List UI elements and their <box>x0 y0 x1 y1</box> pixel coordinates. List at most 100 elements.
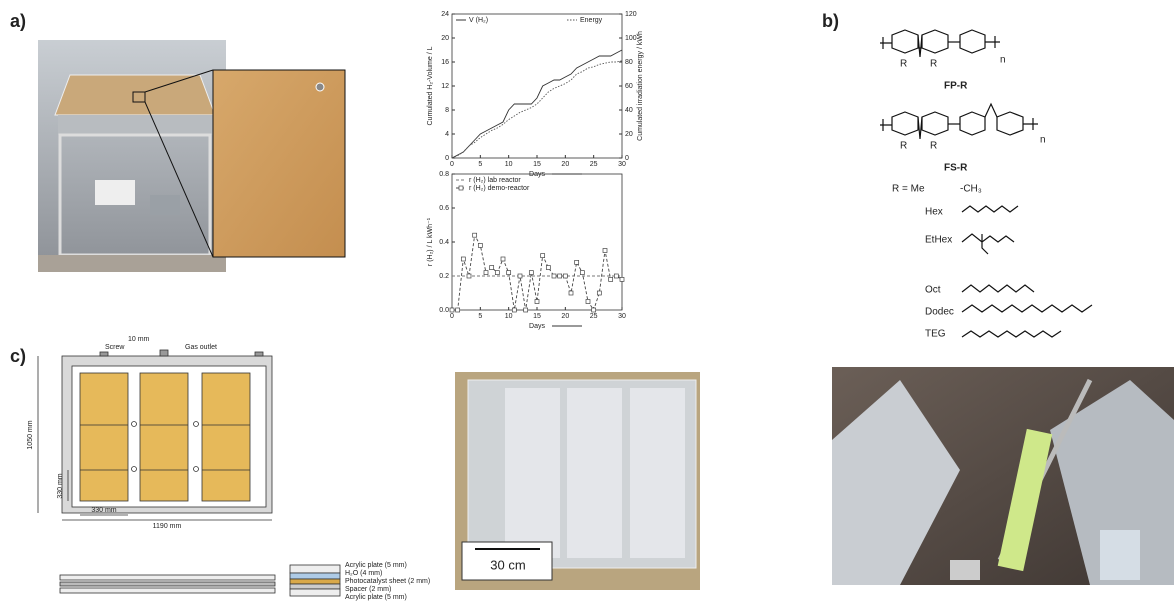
r-label: R = Me <box>892 184 925 195</box>
y-tick-label: 0.6 <box>439 205 449 212</box>
panel-diagram <box>37 349 341 597</box>
dim-label: 1190 mm <box>153 523 182 530</box>
dim-label: 330 mm <box>91 507 116 514</box>
marker <box>608 277 614 282</box>
y2-tick-label: 0 <box>625 155 629 162</box>
legend-label: Energy <box>580 17 603 24</box>
chem-structures <box>880 29 1093 338</box>
marker <box>557 273 563 279</box>
marker <box>551 273 557 279</box>
x-tick-label: 25 <box>590 161 598 168</box>
marker <box>613 273 619 279</box>
chain-name: TEG <box>925 329 946 340</box>
layer-label: Acrylic plate (5 mm) <box>345 594 407 601</box>
substituent: R <box>900 141 907 152</box>
x-tick-label: 5 <box>478 313 482 320</box>
marker <box>596 290 602 296</box>
y2-tick-label: 120 <box>625 11 637 18</box>
marker <box>528 270 534 275</box>
y2-axis-label: Cumulated irradiation energy / kWh <box>637 31 644 141</box>
series-line <box>451 60 623 159</box>
x-tick-label: 20 <box>561 161 569 168</box>
marker <box>517 273 523 279</box>
marker <box>602 248 608 253</box>
legend-marker <box>458 185 464 191</box>
marker <box>545 265 551 270</box>
polymer-name: FS-R <box>944 163 968 174</box>
dim-label: Screw <box>105 344 125 351</box>
marker <box>568 290 574 296</box>
dim-label: 10 mm <box>128 336 150 343</box>
marker <box>460 256 466 262</box>
plot-frame <box>451 173 623 311</box>
y-tick-label: 16 <box>441 59 449 66</box>
panel-label: a) <box>10 11 26 31</box>
dim-label: 330 mm <box>57 473 64 498</box>
marker <box>574 260 580 265</box>
formula: -CH₃ <box>960 184 982 195</box>
chain-name: EtHex <box>925 235 952 246</box>
y-tick-label: 0.4 <box>439 239 449 246</box>
y-tick-label: 0.0 <box>439 307 449 314</box>
marker <box>500 256 506 262</box>
y2-tick-label: 100 <box>625 35 637 42</box>
legend-label: V (H₂) <box>469 17 488 24</box>
x-tick-label: 30 <box>618 161 626 168</box>
layer-label: Photocatalyst sheet (2 mm) <box>345 578 430 585</box>
y-tick-label: 12 <box>441 83 449 90</box>
y-tick-label: 20 <box>441 35 449 42</box>
x-tick-label: 30 <box>618 313 626 320</box>
marker <box>619 277 625 282</box>
y-axis-label: r (H₂) / L kWh⁻¹ <box>427 217 434 266</box>
x-tick-label: 0 <box>450 161 454 168</box>
y2-tick-label: 80 <box>625 59 633 66</box>
marker <box>477 243 483 248</box>
marker <box>523 307 529 313</box>
panel-label: c) <box>10 346 26 366</box>
marker <box>455 307 461 313</box>
x-tick-label: 10 <box>505 313 513 320</box>
x-tick-label: 15 <box>533 313 541 320</box>
substituent: R <box>930 59 937 70</box>
chain-name: Oct <box>925 285 941 296</box>
scale-label: 30 cm <box>490 557 525 572</box>
x-tick-label: 0 <box>450 313 454 320</box>
y-tick-label: 24 <box>441 11 449 18</box>
marker <box>579 270 585 275</box>
layer-label: H₂O (4 mm) <box>345 570 382 577</box>
layer-label: Acrylic plate (5 mm) <box>345 562 407 569</box>
repeat-unit: n <box>1000 55 1006 66</box>
dim-label: 1050 mm <box>27 420 34 449</box>
x-axis-label: Days <box>529 323 545 330</box>
polymer-name: FP-R <box>944 81 968 92</box>
x-tick-label: 25 <box>590 313 598 320</box>
outdoor-photo <box>832 367 1174 585</box>
legend-label: r (H₂) lab reactor <box>469 177 521 184</box>
x-tick-label: 15 <box>533 161 541 168</box>
panel-label: b) <box>822 11 839 31</box>
reactor-photo <box>38 40 346 272</box>
y-tick-label: 0 <box>445 155 449 162</box>
panel-photo <box>455 372 700 590</box>
marker <box>534 299 540 304</box>
chain-name: Dodec <box>925 307 954 318</box>
marker <box>483 270 489 275</box>
y2-tick-label: 20 <box>625 131 633 138</box>
y-tick-label: 0.8 <box>439 171 449 178</box>
marker <box>511 307 517 313</box>
marker <box>466 273 472 279</box>
y2-tick-label: 40 <box>625 107 633 114</box>
marker <box>449 307 455 313</box>
marker <box>472 232 478 238</box>
y-tick-label: 0.2 <box>439 273 449 280</box>
chain-name: Hex <box>925 207 943 218</box>
legend-label: r (H₂) demo-reactor <box>469 185 530 192</box>
x-tick-label: 5 <box>478 161 482 168</box>
x-tick-label: 10 <box>505 161 513 168</box>
substituent: R <box>900 59 907 70</box>
marker <box>494 270 500 275</box>
y-tick-label: 4 <box>445 131 449 138</box>
y-axis-label: Cumulated H₂-Volume / L <box>427 46 434 125</box>
marker <box>591 307 597 313</box>
